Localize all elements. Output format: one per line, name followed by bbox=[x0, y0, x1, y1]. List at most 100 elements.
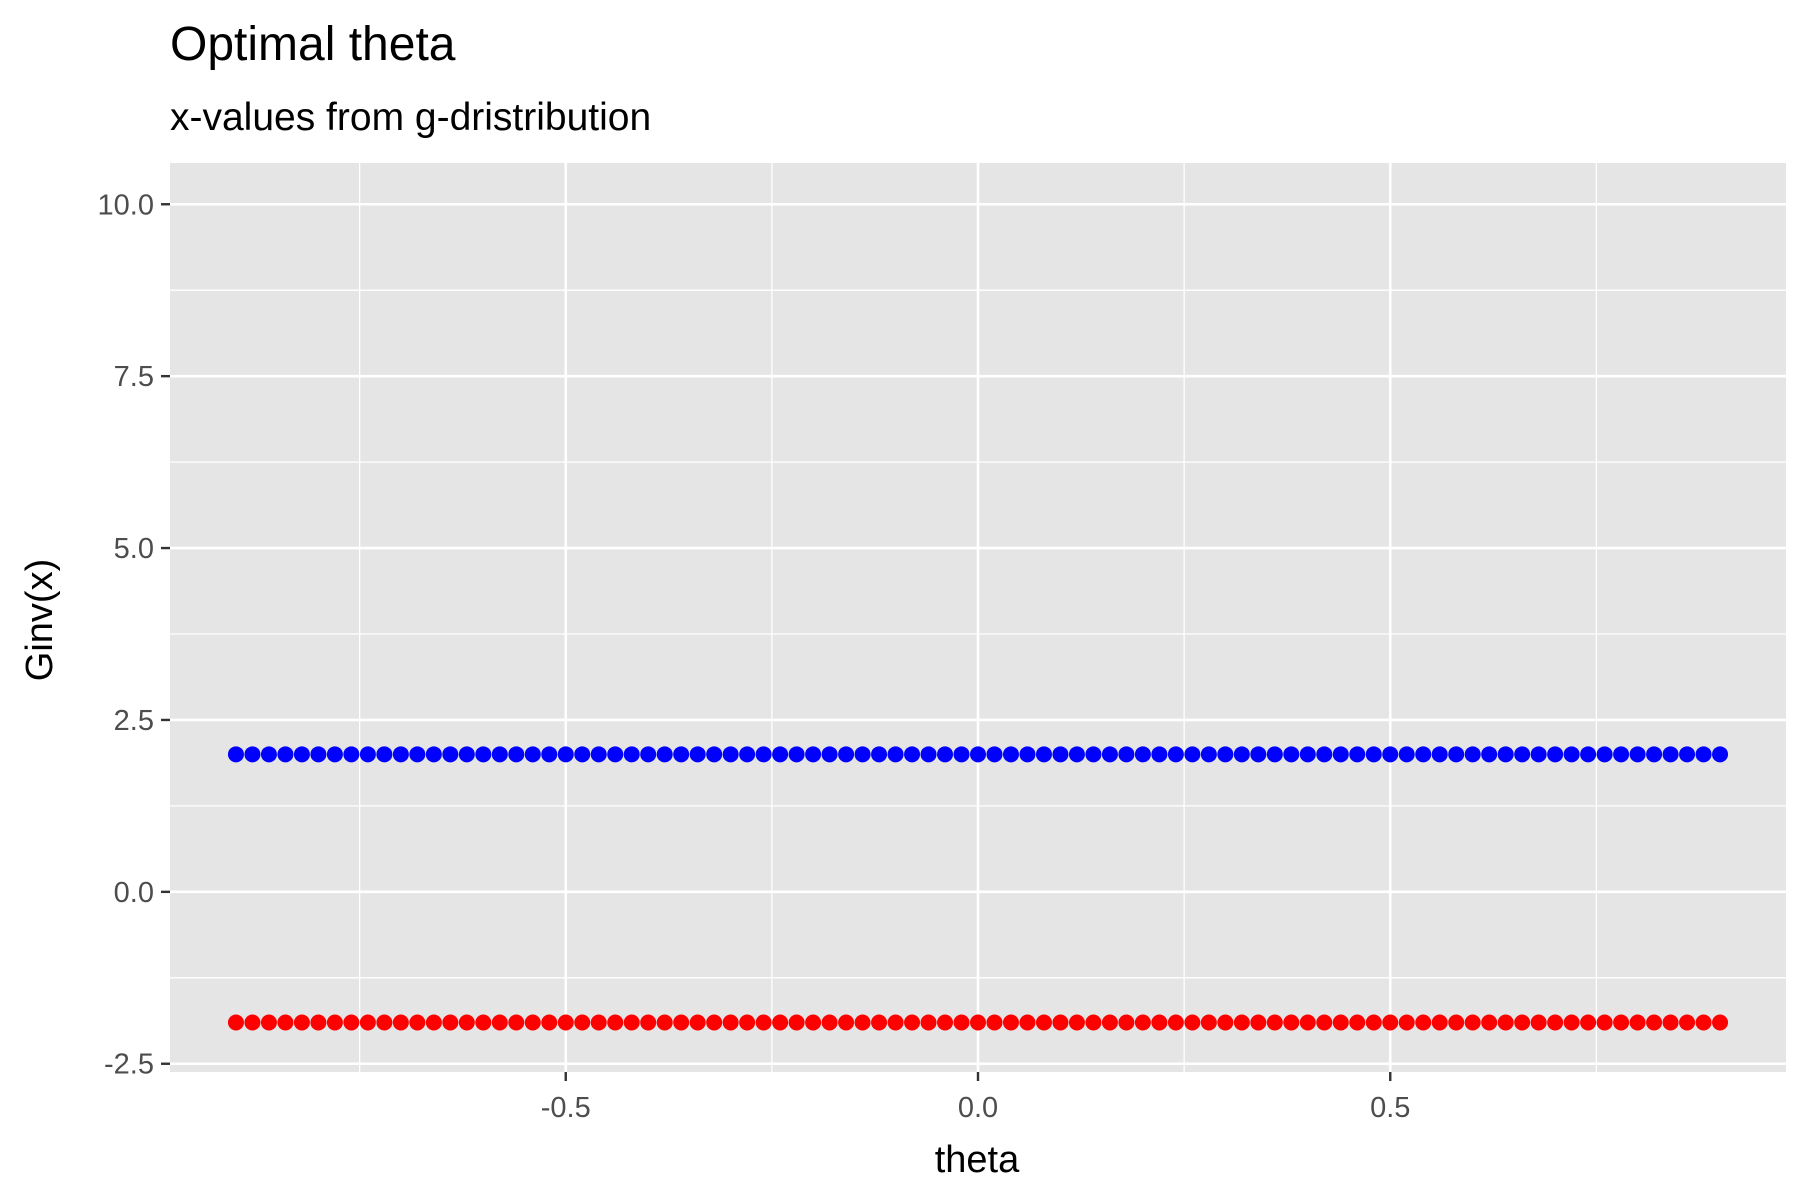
data-point bbox=[1200, 1014, 1217, 1031]
data-point bbox=[491, 1014, 508, 1031]
data-point bbox=[425, 746, 442, 763]
data-point bbox=[689, 1014, 706, 1031]
data-point bbox=[920, 746, 937, 763]
data-point bbox=[937, 1014, 954, 1031]
data-point bbox=[293, 746, 310, 763]
data-point bbox=[326, 1014, 343, 1031]
y-axis-title: Ginv(x) bbox=[19, 559, 61, 681]
data-point bbox=[590, 1014, 607, 1031]
data-point bbox=[689, 746, 706, 763]
data-point bbox=[508, 746, 525, 763]
data-point bbox=[1497, 746, 1514, 763]
data-point bbox=[739, 746, 756, 763]
data-point bbox=[1464, 746, 1481, 763]
data-point bbox=[1118, 1014, 1135, 1031]
data-point bbox=[887, 746, 904, 763]
data-point bbox=[1547, 746, 1564, 763]
data-point bbox=[1200, 746, 1217, 763]
y-tick-label: 5.0 bbox=[114, 533, 154, 565]
data-point bbox=[986, 746, 1003, 763]
data-point bbox=[986, 1014, 1003, 1031]
data-point bbox=[1481, 1014, 1498, 1031]
data-point bbox=[706, 746, 723, 763]
data-point bbox=[1167, 1014, 1184, 1031]
data-point bbox=[970, 746, 986, 763]
data-point bbox=[1052, 1014, 1069, 1031]
data-point bbox=[508, 1014, 525, 1031]
data-point bbox=[1547, 1014, 1564, 1031]
data-point bbox=[1035, 746, 1052, 763]
data-point bbox=[524, 1014, 541, 1031]
data-point bbox=[1398, 746, 1415, 763]
data-point bbox=[1283, 1014, 1300, 1031]
data-point bbox=[838, 1014, 855, 1031]
y-tick-label: 0.0 bbox=[114, 877, 154, 909]
y-tick-label: 2.5 bbox=[114, 705, 154, 737]
data-point bbox=[788, 746, 805, 763]
data-point bbox=[1118, 746, 1135, 763]
data-point bbox=[1349, 746, 1366, 763]
data-point bbox=[293, 1014, 310, 1031]
data-point bbox=[260, 1014, 277, 1031]
data-point bbox=[1448, 746, 1465, 763]
data-point bbox=[755, 746, 772, 763]
data-point bbox=[1283, 746, 1300, 763]
data-point bbox=[887, 1014, 904, 1031]
data-point bbox=[475, 1014, 492, 1031]
data-point bbox=[409, 746, 426, 763]
data-point bbox=[1662, 1014, 1679, 1031]
data-point bbox=[557, 1014, 574, 1031]
data-point bbox=[1481, 746, 1498, 763]
data-point bbox=[1019, 1014, 1036, 1031]
data-point bbox=[1134, 746, 1151, 763]
data-point bbox=[722, 746, 739, 763]
data-point bbox=[772, 746, 789, 763]
data-point bbox=[1068, 746, 1085, 763]
data-point bbox=[392, 1014, 409, 1031]
data-point bbox=[1167, 746, 1184, 763]
data-point bbox=[1332, 746, 1349, 763]
data-point bbox=[805, 1014, 822, 1031]
data-point bbox=[244, 1014, 261, 1031]
data-point bbox=[640, 746, 657, 763]
data-point bbox=[1514, 746, 1531, 763]
data-point bbox=[574, 1014, 591, 1031]
data-point bbox=[1101, 746, 1118, 763]
data-point bbox=[623, 1014, 640, 1031]
data-point bbox=[1679, 746, 1696, 763]
data-point bbox=[1233, 746, 1250, 763]
data-point bbox=[1415, 746, 1432, 763]
data-point bbox=[1629, 746, 1646, 763]
data-point bbox=[1448, 1014, 1465, 1031]
data-point bbox=[953, 746, 970, 763]
data-point bbox=[640, 1014, 657, 1031]
data-point bbox=[953, 1014, 970, 1031]
data-point bbox=[227, 1014, 244, 1031]
series-2 bbox=[227, 1014, 1729, 1031]
data-point bbox=[1184, 1014, 1201, 1031]
data-point bbox=[1464, 1014, 1481, 1031]
data-point bbox=[458, 746, 475, 763]
data-point bbox=[788, 1014, 805, 1031]
y-tick-label: 7.5 bbox=[114, 361, 154, 393]
data-point bbox=[607, 1014, 624, 1031]
data-point bbox=[1085, 746, 1102, 763]
data-point bbox=[1679, 1014, 1696, 1031]
data-point bbox=[1035, 1014, 1052, 1031]
data-point bbox=[722, 1014, 739, 1031]
data-point bbox=[821, 1014, 838, 1031]
data-point bbox=[755, 1014, 772, 1031]
data-point bbox=[409, 1014, 426, 1031]
data-point bbox=[1184, 746, 1201, 763]
y-tick-label: -2.5 bbox=[104, 1049, 154, 1081]
data-point bbox=[1365, 1014, 1382, 1031]
data-point bbox=[656, 746, 673, 763]
x-axis-title: theta bbox=[935, 1139, 1020, 1181]
y-axis: -2.5 0.0 2.5 5.0 7.5 10.0 bbox=[98, 189, 170, 1081]
data-point bbox=[854, 746, 871, 763]
data-point bbox=[1299, 1014, 1316, 1031]
data-point bbox=[1580, 1014, 1597, 1031]
data-point bbox=[310, 746, 327, 763]
data-point bbox=[1002, 1014, 1019, 1031]
data-point bbox=[607, 746, 624, 763]
